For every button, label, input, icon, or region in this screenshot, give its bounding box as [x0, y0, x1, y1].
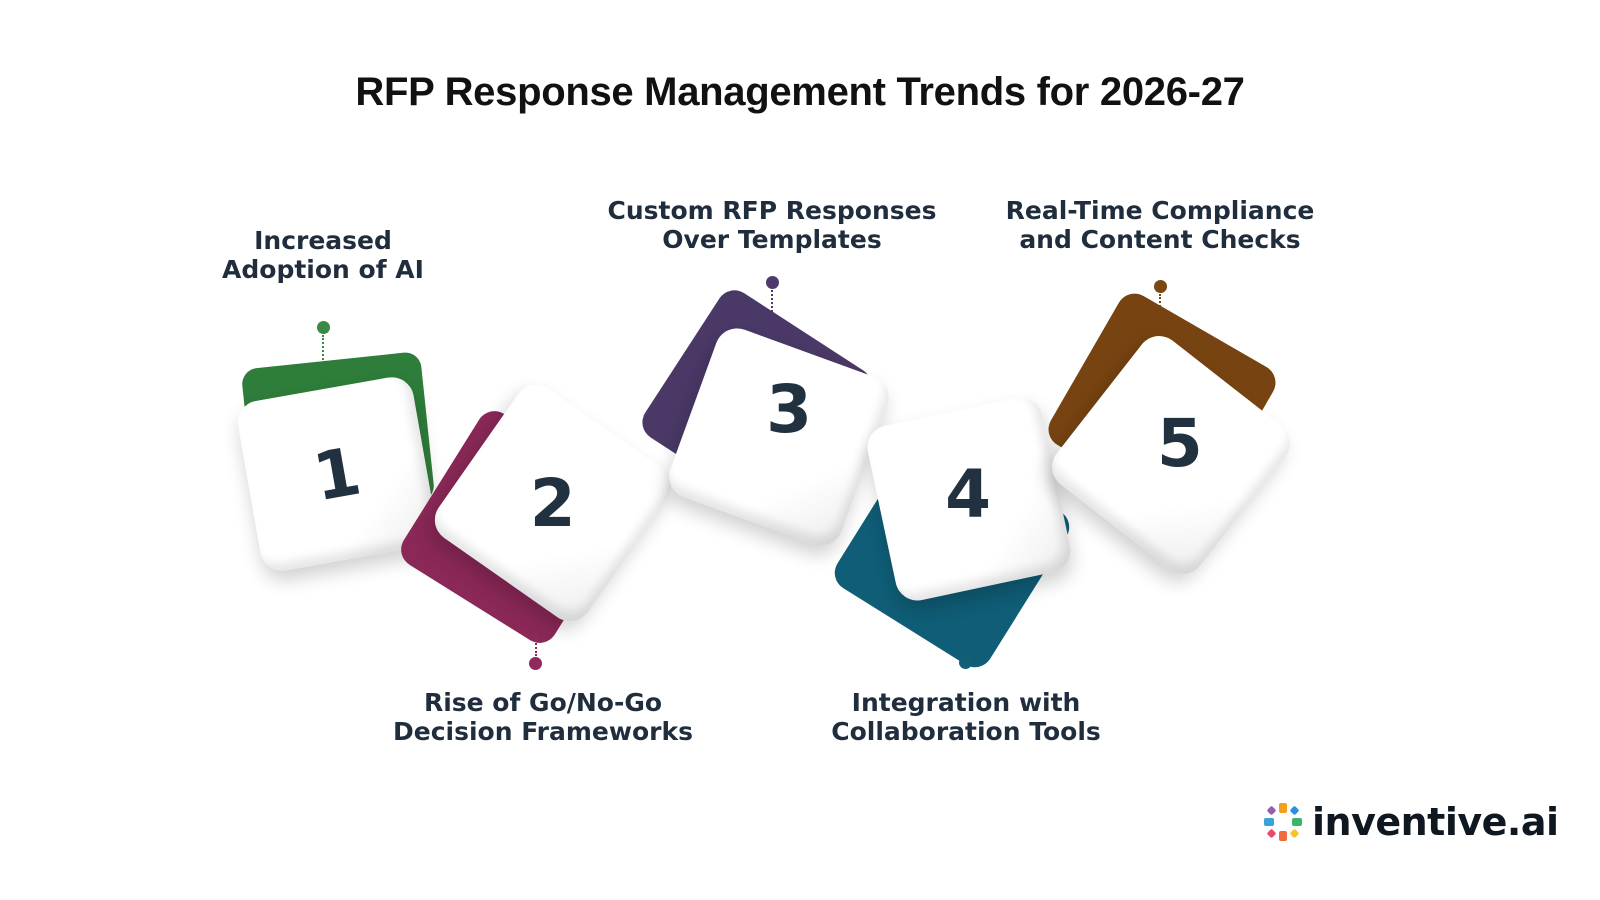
step-3-label: Custom RFP Responses Over Templates	[592, 196, 952, 254]
step-5-marker-dot	[1154, 280, 1167, 293]
step-3-label-line2: Over Templates	[662, 225, 882, 254]
step-4-label-line2: Collaboration Tools	[831, 717, 1101, 746]
step-1-label-line2: Adoption of AI	[222, 255, 424, 284]
step-3-connector	[771, 290, 773, 312]
step-4-label-line1: Integration with	[851, 688, 1081, 717]
step-3-label-line1: Custom RFP Responses	[607, 196, 937, 225]
step-1-connector	[322, 335, 324, 360]
page-title: RFP Response Management Trends for 2026-…	[355, 70, 1245, 114]
step-4-marker-dot	[959, 656, 972, 669]
step-4-label: Integration with Collaboration Tools	[786, 688, 1146, 746]
step-2-label-line1: Rise of Go/No-Go	[423, 688, 663, 717]
step-4-number: 4	[944, 455, 991, 533]
step-5-label-line2: and Content Checks	[1019, 225, 1301, 254]
step-2-label-line2: Decision Frameworks	[392, 717, 693, 746]
step-2-marker-dot	[529, 657, 542, 670]
step-2-label: Rise of Go/No-Go Decision Frameworks	[363, 688, 723, 746]
step-5-number: 5	[1157, 404, 1204, 482]
step-5-label-line1: Real-Time Compliance	[1005, 196, 1315, 225]
step-4-connector	[965, 633, 967, 657]
step-5-label: Real-Time Compliance and Content Checks	[980, 196, 1340, 254]
step-2-number: 2	[530, 464, 576, 542]
step-3-marker-dot	[766, 276, 779, 289]
brand-logo: inventive.ai	[1262, 792, 1559, 852]
step-1-number: 1	[307, 432, 367, 516]
step-1-label-line1: Increased	[254, 226, 392, 255]
step-1-marker-dot	[317, 321, 330, 334]
step-3-number: 3	[766, 370, 813, 448]
step-2-connector	[535, 632, 537, 656]
step-1-label: Increased Adoption of AI	[143, 226, 503, 284]
step-5-connector	[1159, 294, 1161, 314]
pinwheel-logo-icon	[1264, 803, 1302, 841]
logo-wordmark: inventive.ai	[1312, 800, 1559, 844]
step-4-front-tile: 4	[863, 393, 1075, 605]
